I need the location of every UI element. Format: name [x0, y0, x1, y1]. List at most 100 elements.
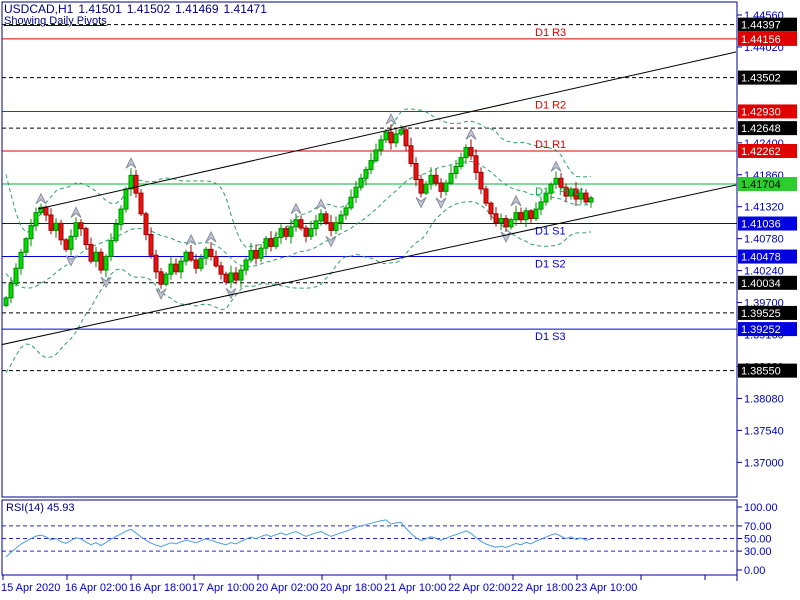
- fractal-down-icon: [155, 288, 167, 300]
- candle-body: [88, 244, 94, 262]
- candle-body: [453, 165, 459, 175]
- candle-body: [283, 228, 289, 237]
- price-badge: [738, 305, 797, 320]
- price-tick-label: 1.40780: [744, 234, 784, 246]
- fractal-up-icon: [550, 160, 562, 172]
- price-axis[interactable]: 1.445601.440201.424001.418601.413201.407…: [737, 10, 797, 469]
- price-badge-label: 1.41704: [741, 179, 781, 191]
- candle-body: [498, 218, 504, 224]
- rsi-pane[interactable]: [2, 519, 737, 558]
- candle-body: [418, 178, 424, 194]
- price-badge-label: 1.42648: [741, 123, 781, 135]
- candle-body: [288, 226, 294, 237]
- price-badge: [738, 31, 797, 46]
- fractal-down-icon: [415, 197, 427, 209]
- price-badge: [738, 176, 797, 191]
- fractal-up-icon: [205, 230, 217, 243]
- candle-body: [83, 228, 89, 246]
- candle-body: [103, 255, 109, 271]
- fractal-up-icon: [35, 192, 47, 205]
- quote-close: 1.41471: [223, 2, 267, 16]
- quote-open: 1.41501: [78, 2, 122, 16]
- trendline[interactable]: [37, 51, 737, 210]
- price-badge: [738, 70, 797, 85]
- candle-body: [568, 188, 574, 197]
- time-tick-label: 20 Apr 18:00: [320, 582, 382, 594]
- candle-body: [208, 248, 214, 257]
- candle-body: [513, 212, 519, 221]
- price-badge: [738, 322, 797, 337]
- candle-body: [33, 212, 39, 227]
- candle-body: [373, 149, 379, 162]
- price-badge-label: 1.44156: [741, 34, 781, 46]
- candle-body: [383, 131, 389, 141]
- candle-body: [338, 214, 344, 224]
- trendline[interactable]: [0, 184, 737, 346]
- rsi-scale-label: 30.00: [744, 546, 772, 558]
- time-tick-label: 16 Apr 02:00: [65, 582, 127, 594]
- quote-low: 1.41469: [175, 2, 219, 16]
- price-badge-label: 1.43502: [741, 73, 781, 85]
- candle-body: [173, 263, 179, 273]
- rsi-line: [5, 519, 592, 558]
- fractal-up-icon: [70, 206, 82, 218]
- candle-body: [458, 157, 464, 167]
- price-tick-label: 1.37000: [744, 457, 784, 469]
- candle-body: [113, 223, 119, 241]
- price-badge-label: 1.40034: [741, 278, 781, 290]
- candle-body: [118, 208, 124, 225]
- candle-body: [378, 139, 384, 151]
- pivot-label-d1-pivot: D1 - Pivot: [535, 186, 583, 198]
- candle-body: [28, 225, 34, 240]
- fractal-down-icon: [100, 276, 112, 289]
- price-badge: [738, 104, 797, 119]
- candle-body: [203, 248, 209, 259]
- quote-high: 1.41502: [126, 2, 171, 16]
- candle-body: [578, 192, 584, 200]
- fractal-up-icon: [385, 113, 397, 125]
- candle-body: [428, 174, 434, 185]
- candle-body: [303, 227, 309, 237]
- candle-body: [333, 222, 339, 231]
- main-pane[interactable]: D1 R3 D1 R2 D1 R1 D1 - Pivot D1 S1 D1 S2 D1 S3: [0, 24, 737, 373]
- bollinger-middle-band: [5, 160, 592, 289]
- candle-body: [508, 219, 514, 228]
- time-tick-label: 15 Apr 2020: [1, 582, 60, 594]
- candle-body: [148, 234, 154, 256]
- candle-body: [528, 210, 534, 220]
- candle-body: [353, 186, 359, 198]
- fractal-up-icon: [465, 128, 477, 140]
- fractal-up-icon: [315, 198, 327, 210]
- candle-body: [518, 212, 524, 221]
- rsi-scale-label: 0.00: [744, 565, 765, 577]
- time-axis[interactable]: 15 Apr 2020 16 Apr 02:00 16 Apr 18:00 17 Ap…: [1, 575, 706, 594]
- fractal-down-icon: [325, 235, 337, 248]
- quote-header: USDCAD,H1 1.41501 1.41502 1.41469 1.41471: [4, 2, 272, 16]
- pivot-label-d1-s2: D1 S2: [535, 259, 566, 271]
- pivot-label-d1-s3: D1 S3: [535, 331, 566, 343]
- candle-body: [558, 177, 564, 188]
- candle-body: [48, 214, 54, 231]
- fractal-up-icon: [290, 202, 302, 215]
- fractal-up-icon: [125, 157, 137, 169]
- candle-body: [188, 251, 194, 261]
- candle-body: [548, 183, 554, 194]
- symbol-period-label: USDCAD,H1: [4, 2, 74, 16]
- candle-body: [308, 228, 314, 237]
- candle-body: [3, 297, 9, 307]
- time-tick-label: 22 Apr 18:00: [511, 582, 573, 594]
- candle-body: [553, 177, 559, 185]
- pivot-label-d1-r1: D1 R1: [535, 139, 566, 151]
- candle-body: [258, 247, 264, 259]
- candle-body: [323, 213, 329, 224]
- price-badge: [738, 17, 797, 32]
- candle-body: [93, 251, 99, 262]
- candle-body: [263, 238, 269, 249]
- candle-body: [168, 263, 174, 275]
- candle-body: [463, 147, 469, 159]
- fractal-down-icon: [500, 231, 512, 243]
- fractal-down-icon: [435, 197, 447, 210]
- rsi-pane-frame: [1, 499, 738, 576]
